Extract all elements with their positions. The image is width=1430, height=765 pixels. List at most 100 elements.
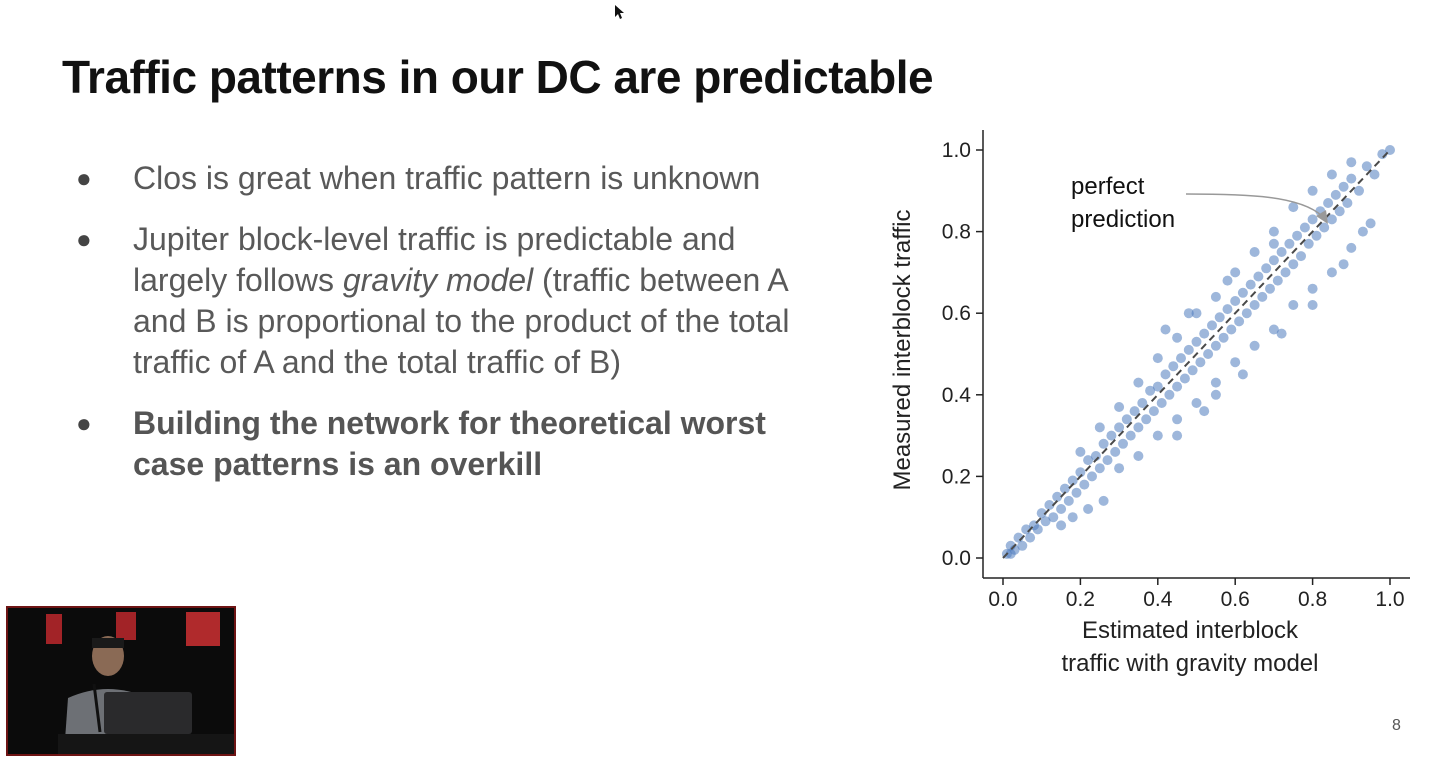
data-point <box>1179 373 1190 384</box>
data-point <box>1326 214 1337 225</box>
data-point <box>1067 512 1078 523</box>
data-point <box>1346 242 1357 253</box>
data-point <box>1083 504 1094 514</box>
data-point <box>1063 495 1074 506</box>
data-point <box>1253 271 1264 282</box>
data-point <box>1245 279 1256 290</box>
data-point <box>1218 332 1229 343</box>
bullet-text: Clos is great when traffic pattern is un… <box>133 160 761 196</box>
bullet-marker: ● <box>76 408 92 438</box>
data-point <box>1048 512 1059 523</box>
data-point <box>1094 463 1105 474</box>
data-point <box>1226 324 1237 335</box>
bullet-list: ● Clos is great when traffic pattern is … <box>76 158 796 505</box>
data-point <box>1299 222 1310 233</box>
data-point <box>1083 455 1094 466</box>
annotation-line-1: perfect <box>1071 173 1145 200</box>
bullet-item: ● Jupiter block-level traffic is predict… <box>76 219 796 383</box>
data-point <box>1284 238 1295 249</box>
data-point <box>1133 377 1144 388</box>
reference-line <box>1002 149 1391 559</box>
annotation-arrowhead <box>1316 210 1328 224</box>
x-axis-title-line-2: traffic with gravity model <box>1062 650 1319 677</box>
data-point <box>1214 312 1225 323</box>
data-point <box>1183 344 1194 355</box>
y-tick-label: 0.2 <box>942 465 971 488</box>
speaker-video <box>6 606 236 756</box>
data-point <box>1160 369 1171 380</box>
data-point <box>1234 316 1245 327</box>
mouse-cursor-icon <box>615 5 624 19</box>
data-point <box>1141 414 1152 425</box>
bullet-marker: ● <box>76 163 92 193</box>
data-point <box>1187 365 1198 376</box>
data-point <box>1288 300 1299 310</box>
data-point <box>1114 463 1125 474</box>
data-point <box>1288 259 1299 270</box>
data-point <box>1249 247 1260 257</box>
data-point <box>1025 532 1036 543</box>
data-point <box>1307 283 1318 294</box>
data-point <box>1114 422 1125 433</box>
data-point <box>1160 324 1171 335</box>
data-point <box>1079 479 1090 490</box>
data-point <box>1210 377 1221 388</box>
data-point <box>1191 336 1202 347</box>
bullet-item: ● Clos is great when traffic pattern is … <box>76 158 796 199</box>
x-tick-label: 0.2 <box>1066 588 1095 611</box>
data-point <box>1152 430 1163 441</box>
bullet-text-continued: (traffic between A and B is proportional… <box>133 262 790 380</box>
data-point <box>1276 328 1287 339</box>
data-point <box>1114 402 1125 412</box>
data-point <box>1303 238 1314 249</box>
data-point <box>1199 406 1210 417</box>
y-tick-label: 0.4 <box>942 384 972 407</box>
data-point <box>1237 369 1248 380</box>
data-point <box>1098 495 1109 506</box>
x-axis-title-line-1: Estimated interblock <box>1082 617 1299 644</box>
bullet-text: Jupiter block-level traffic is predictab… <box>133 221 736 298</box>
data-point <box>1118 438 1128 449</box>
data-point <box>1257 291 1268 302</box>
data-point <box>1369 169 1380 180</box>
data-point <box>1106 430 1117 441</box>
annotation-arrow <box>1185 193 1323 217</box>
page-number: 8 <box>1392 717 1401 734</box>
data-point <box>1125 430 1136 441</box>
data-point <box>1210 389 1221 400</box>
data-point <box>1222 304 1233 315</box>
data-point <box>1268 238 1279 249</box>
annotation-line-2: prediction <box>1071 206 1175 233</box>
data-point <box>1249 300 1260 310</box>
data-point <box>1330 189 1341 200</box>
data-point <box>1145 385 1156 396</box>
data-point <box>1156 398 1167 408</box>
data-point <box>1098 438 1109 449</box>
data-point <box>1272 275 1283 286</box>
data-point <box>1075 467 1086 478</box>
data-point <box>1292 230 1303 241</box>
data-point <box>1044 500 1055 510</box>
bullet-marker: ● <box>76 224 92 254</box>
data-point <box>1059 483 1070 494</box>
data-point <box>1017 540 1028 551</box>
data-point <box>1288 202 1299 213</box>
slide-title: Traffic patterns in our DC are predictab… <box>62 51 934 103</box>
data-point <box>1354 185 1364 196</box>
data-point <box>1056 520 1067 531</box>
points-layer <box>1001 145 1395 559</box>
y-tick-label: 0.0 <box>942 547 971 570</box>
data-point <box>1261 263 1272 274</box>
data-point <box>1075 446 1086 457</box>
y-tick-label: 0.6 <box>942 302 971 325</box>
data-point <box>1249 340 1260 351</box>
data-point <box>1365 218 1376 229</box>
x-tick-label: 0.8 <box>1298 588 1327 611</box>
data-point <box>1307 214 1318 225</box>
data-point <box>1056 504 1067 514</box>
x-tick-label: 1.0 <box>1375 588 1404 611</box>
data-point <box>1087 471 1097 482</box>
data-point <box>1203 349 1214 359</box>
bullet-text: Building the network for theoretical wor… <box>133 405 766 482</box>
data-point <box>1326 267 1337 278</box>
